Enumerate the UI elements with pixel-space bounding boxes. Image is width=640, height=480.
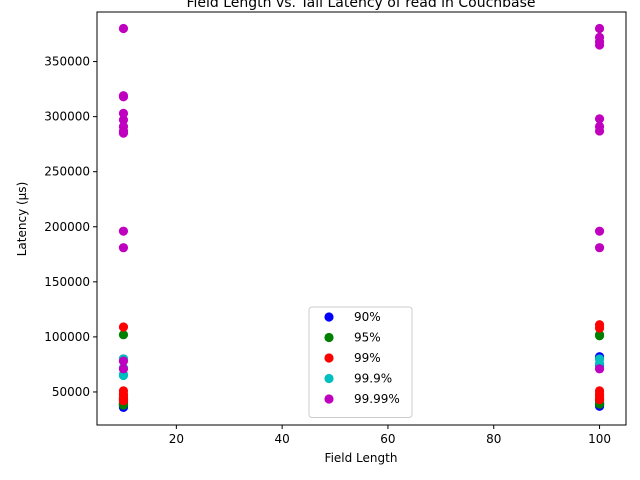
data-point <box>118 91 129 101</box>
data-point <box>118 115 129 125</box>
series-99.99% <box>118 23 605 374</box>
legend-item: 95% <box>324 331 381 345</box>
y-tick-label: 100000 <box>44 330 90 344</box>
data-point <box>594 386 605 396</box>
y-tick-label: 150000 <box>44 275 90 289</box>
legend-marker <box>324 394 334 404</box>
chart-title: Field Length vs. Tail Latency of read in… <box>186 0 535 11</box>
data-point <box>594 243 605 253</box>
x-tick-label: 60 <box>380 432 395 446</box>
y-axis-label: Latency (µs) <box>15 182 29 257</box>
data-point <box>594 114 605 124</box>
x-tick-label: 20 <box>169 432 184 446</box>
data-point <box>118 356 129 366</box>
data-point <box>594 32 605 42</box>
y-tick-label: 250000 <box>44 165 90 179</box>
plot-frame <box>96 11 627 426</box>
legend-item: 99.99% <box>324 392 400 406</box>
legend-label: 99.9% <box>354 372 392 386</box>
data-point <box>594 364 605 374</box>
data-point <box>118 322 129 332</box>
y-axis-ticks: 50000 100000 150000 200000 250000 300000 35000… <box>44 55 97 399</box>
y-tick-label: 300000 <box>44 110 90 124</box>
x-axis-label: Field Length <box>325 451 398 465</box>
legend-marker <box>324 373 334 384</box>
y-tick-label: 200000 <box>44 220 90 234</box>
data-point <box>118 243 129 253</box>
data-point <box>594 354 605 364</box>
x-tick-label: 80 <box>486 432 501 446</box>
x-axis-ticks: 20 40 60 80 100 <box>169 425 611 446</box>
y-tick-label: 350000 <box>44 55 90 69</box>
data-point <box>594 330 605 340</box>
data-point <box>118 330 129 340</box>
legend-label: 99% <box>354 351 381 365</box>
data-point <box>118 23 129 34</box>
data-point <box>594 121 605 132</box>
plot-area <box>118 23 605 412</box>
series-99% <box>118 320 605 406</box>
legend-item: 99% <box>324 351 381 365</box>
legend-label: 90% <box>354 310 381 324</box>
data-point <box>594 320 605 330</box>
data-point <box>118 121 129 132</box>
legend-item: 99.9% <box>324 372 392 386</box>
data-point <box>118 364 129 374</box>
x-tick-label: 40 <box>275 432 290 446</box>
legend-item: 90% <box>324 310 381 324</box>
legend-marker <box>324 332 334 343</box>
data-point <box>594 226 605 236</box>
data-point <box>118 386 129 396</box>
legend-box <box>308 306 413 418</box>
data-point <box>118 108 129 118</box>
legend-marker <box>324 312 334 322</box>
data-point <box>594 23 605 34</box>
legend-label: 95% <box>354 331 381 345</box>
x-tick-label: 100 <box>588 432 611 446</box>
data-point <box>118 226 129 236</box>
legend-marker <box>324 353 334 363</box>
y-tick-label: 50000 <box>52 385 90 399</box>
legend-label: 99.99% <box>354 392 400 406</box>
legend: 90% 95% 99% 99.9% 99.99% <box>308 306 413 418</box>
